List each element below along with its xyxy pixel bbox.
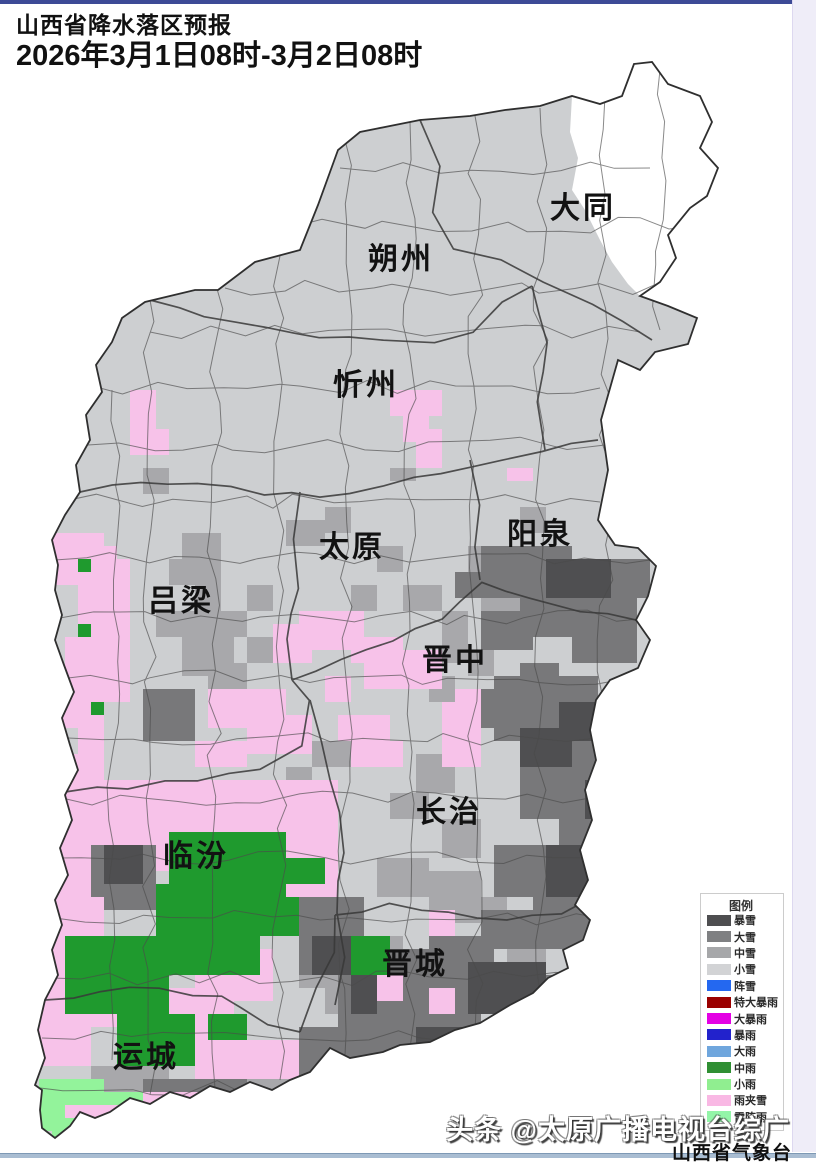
legend-item-label: 大雨: [734, 1046, 756, 1059]
legend-item-label: 雨夹雪: [734, 1095, 767, 1108]
legend-item-label: 阵雪: [734, 980, 756, 993]
legend-item-label: 大暴雨: [734, 1013, 767, 1026]
legend-item: 小雪: [707, 961, 783, 977]
city-label-lvliang: 吕梁: [148, 585, 214, 618]
legend-item: 大雪: [707, 928, 783, 944]
city-label-taiyuan: 太原: [319, 531, 385, 564]
legend-item: 雷阵雨: [707, 1109, 783, 1125]
legend-title: 图例: [728, 899, 753, 913]
legend-item: 中雨: [707, 1060, 783, 1076]
legend-rows: 暴雪大雪中雪小雪阵雪特大暴雨大暴雨暴雨大雨中雨小雨雨夹雪雷阵雨: [707, 912, 783, 1125]
page-title: 山西省降水落区预报: [16, 12, 232, 38]
legend-item: 小雨: [707, 1076, 783, 1092]
legend-color-swatch: [707, 1029, 731, 1041]
legend-item-label: 中雨: [734, 1062, 756, 1075]
legend-color-swatch: [707, 1045, 731, 1057]
legend-color-swatch: [707, 1062, 731, 1074]
legend-item: 暴雨: [707, 1027, 783, 1043]
moderate-rain-patches: [65, 559, 390, 1066]
legend-item: 中雪: [707, 945, 783, 961]
province-outline: [33, 61, 720, 1140]
legend-item-label: 暴雪: [734, 915, 756, 928]
legend-item-label: 雷阵雨: [734, 1111, 767, 1124]
legend-item-label: 特大暴雨: [734, 997, 778, 1010]
top-border-line: [0, 0, 816, 4]
legend-color-swatch: [707, 1013, 731, 1025]
legend-item-label: 暴雨: [734, 1029, 756, 1042]
county-boundaries: [39, 69, 706, 1097]
legend-item: 大暴雨: [707, 1010, 783, 1026]
legend-color-swatch: [707, 931, 731, 943]
legend-item: 特大暴雨: [707, 994, 783, 1010]
right-edge-strip: [792, 0, 816, 1152]
toutiao-watermark: 头条 @太原广播电视台综广: [446, 1115, 790, 1145]
legend-color-swatch: [707, 947, 731, 959]
legend-color-swatch: [707, 1078, 731, 1090]
city-label-yuncheng: 运城: [113, 1041, 179, 1074]
forecast-date-range: 2026年3月1日08时-3月2日08时: [16, 40, 423, 72]
bottom-border-line: [0, 1153, 816, 1158]
legend-item-label: 小雪: [734, 964, 756, 977]
legend-item: 雨夹雪: [707, 1092, 783, 1108]
legend-item-label: 中雪: [734, 947, 756, 960]
legend-item: 大雨: [707, 1043, 783, 1059]
legend-item-label: 小雨: [734, 1079, 756, 1092]
city-label-changzhi: 长治: [416, 796, 482, 829]
city-label-shuozhou: 朔州: [368, 243, 434, 276]
city-label-jinzhong: 晋中: [422, 644, 488, 677]
city-label-jincheng: 晋城: [382, 948, 448, 981]
legend-color-swatch: [707, 963, 731, 975]
city-label-xinzhou: 忻州: [333, 369, 399, 402]
prefecture-boundaries: [44, 119, 653, 1033]
legend-color-swatch: [707, 1094, 731, 1106]
city-label-datong: 大同: [550, 192, 616, 225]
map-legend: 图例 暴雪大雪中雪小雪阵雪特大暴雨大暴雨暴雨大雨中雨小雨雨夹雪雷阵雨: [700, 893, 784, 1131]
legend-color-swatch: [707, 914, 731, 926]
source-label: 山西省气象台: [671, 1143, 792, 1164]
legend-color-swatch: [707, 996, 731, 1008]
city-label-yangquan: 阳泉: [507, 517, 573, 551]
legend-item: 暴雪: [707, 912, 783, 928]
legend-item: 阵雪: [707, 978, 783, 994]
no-precip-area: [570, 62, 718, 296]
legend-item-label: 大雪: [734, 931, 756, 944]
legend-color-swatch: [707, 980, 731, 992]
city-label-linfen: 临汾: [163, 839, 229, 873]
legend-color-swatch: [707, 1111, 731, 1123]
